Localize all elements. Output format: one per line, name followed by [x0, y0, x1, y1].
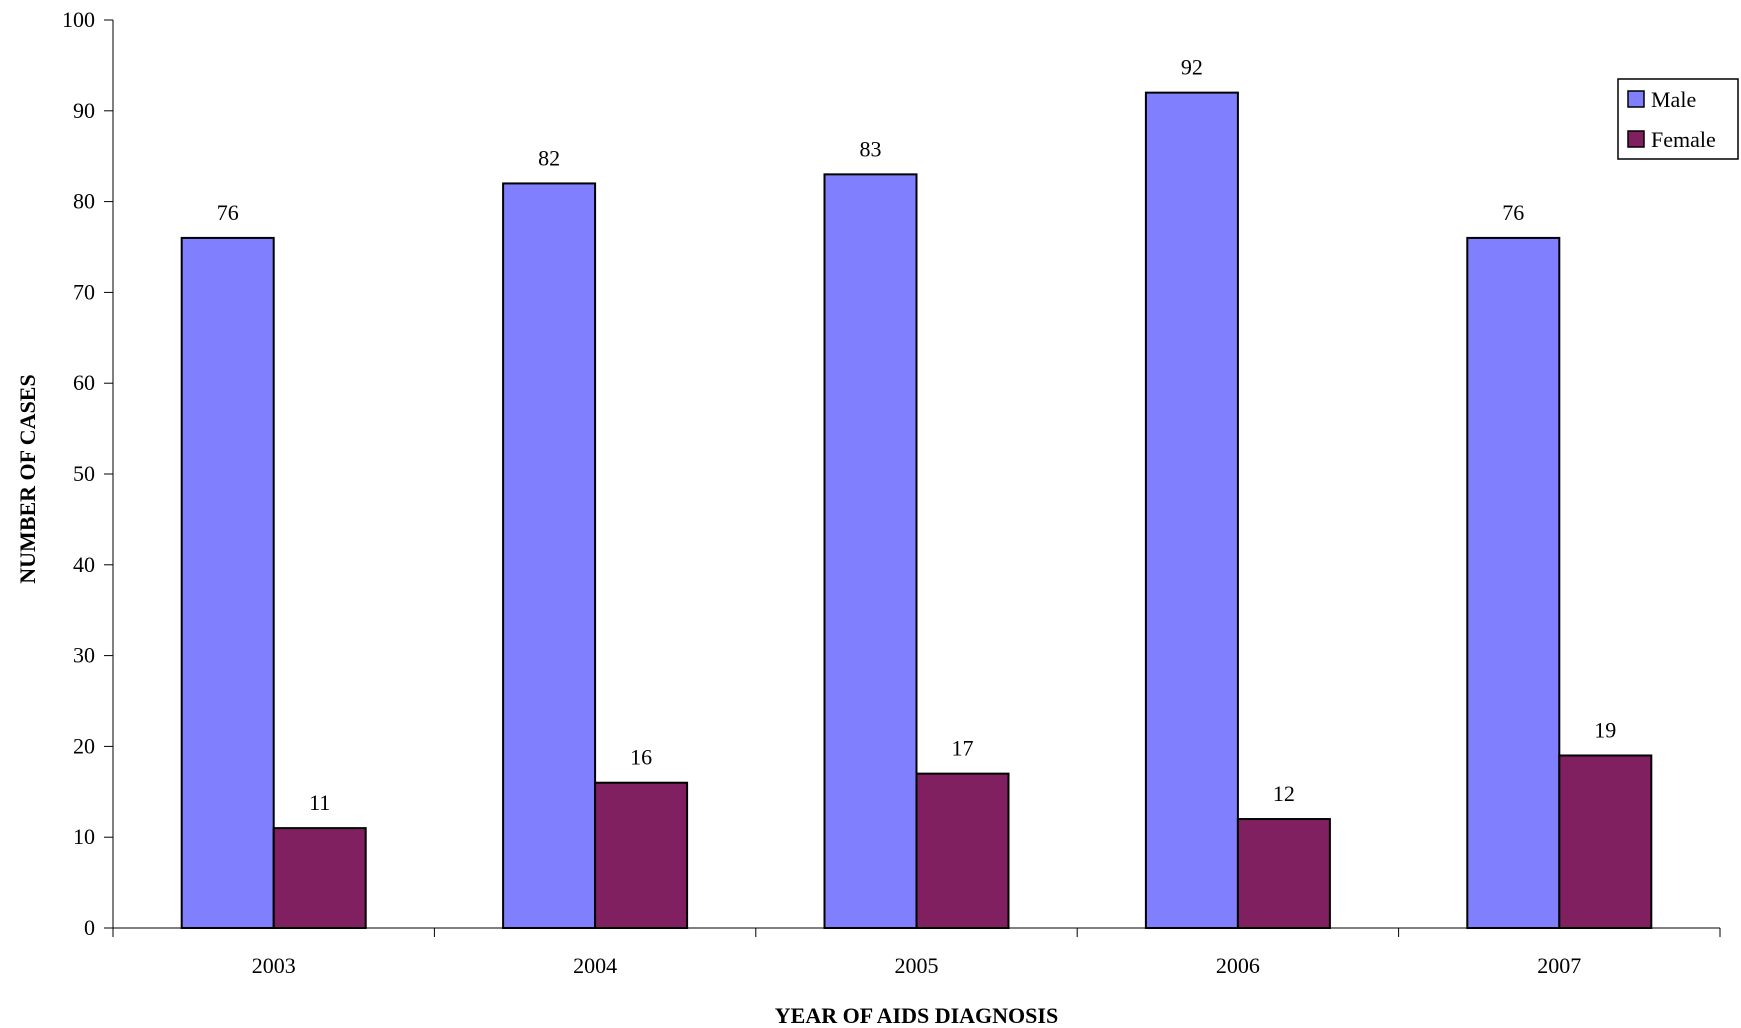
y-tick-label: 50	[73, 461, 95, 486]
y-tick-label: 80	[73, 189, 95, 214]
bar-female-2007	[1558, 754, 1653, 929]
bar-male-2004	[502, 182, 597, 929]
data-label-female-2005: 17	[952, 736, 974, 761]
legend-swatch-female	[1627, 130, 1645, 148]
bar-male-2003	[180, 236, 275, 930]
legend-swatch-male	[1627, 90, 1645, 108]
y-axis: 0 10 20 30 40 50 60 70 80 90 100	[62, 7, 114, 940]
x-tick-label: 2004	[573, 953, 617, 978]
data-labels: 76 11 82 16 83 17 92 12 76 19	[217, 55, 1617, 815]
bar-male-2005	[823, 173, 918, 930]
legend: Male Female	[1617, 78, 1739, 160]
legend-label-male: Male	[1651, 87, 1696, 112]
data-label-female-2003: 11	[309, 790, 330, 815]
y-tick-label: 70	[73, 279, 95, 304]
bars	[180, 91, 1653, 930]
bar-female-2006	[1236, 818, 1331, 929]
x-axis: 2003 2004 2005 2006 2007	[112, 927, 1721, 978]
x-tick-label: 2005	[895, 953, 939, 978]
x-tick-label: 2003	[252, 953, 296, 978]
y-tick-label: 20	[73, 733, 95, 758]
bar-female-2005	[915, 772, 1010, 930]
bar-female-2004	[594, 781, 689, 929]
x-tick-label: 2007	[1537, 953, 1581, 978]
y-tick-label: 90	[73, 98, 95, 123]
y-axis-title: NUMBER OF CASES	[15, 374, 40, 583]
y-tick-label: 10	[73, 824, 95, 849]
y-tick-label: 0	[84, 915, 95, 940]
bar-male-2007	[1466, 236, 1561, 930]
data-label-male-2006: 92	[1181, 55, 1203, 80]
y-tick-label: 60	[73, 370, 95, 395]
data-label-female-2006: 12	[1273, 781, 1295, 806]
bar-female-2003	[272, 827, 367, 929]
y-tick-label: 40	[73, 552, 95, 577]
data-label-male-2005: 83	[860, 136, 882, 161]
y-tick-label: 100	[62, 7, 95, 32]
legend-label-female: Female	[1651, 127, 1716, 152]
data-label-male-2007: 76	[1502, 200, 1524, 225]
x-axis-title: YEAR OF AIDS DIAGNOSIS	[775, 1003, 1058, 1028]
bar-male-2006	[1144, 91, 1239, 929]
data-label-female-2004: 16	[630, 745, 652, 770]
data-label-female-2007: 19	[1594, 717, 1616, 742]
data-label-male-2003: 76	[217, 200, 239, 225]
x-tick-label: 2006	[1216, 953, 1260, 978]
y-tick-label: 30	[73, 643, 95, 668]
data-label-male-2004: 82	[538, 145, 560, 170]
